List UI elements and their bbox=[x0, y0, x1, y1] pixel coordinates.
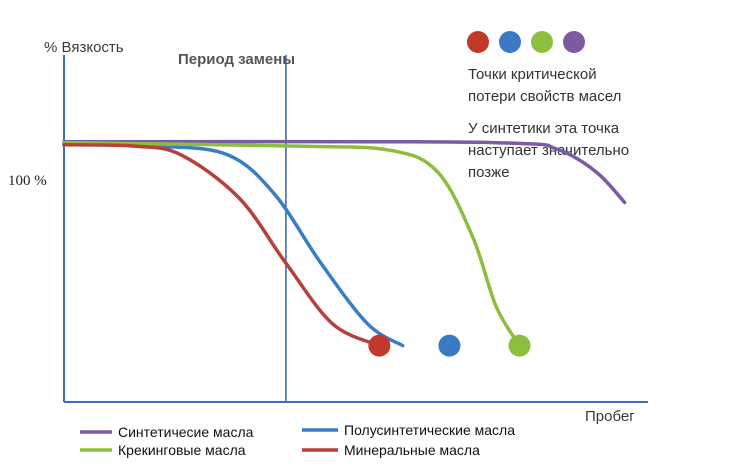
critical-point-0 bbox=[368, 334, 391, 357]
header-dot-1 bbox=[499, 31, 521, 53]
note-line-1: Точки критической bbox=[468, 66, 597, 83]
legend-label-mineral: Минеральные масла bbox=[344, 442, 480, 458]
critical-point-1 bbox=[438, 334, 461, 357]
series-line-semisynthetic bbox=[62, 142, 405, 348]
critical-points-layer bbox=[368, 334, 531, 357]
period-label: Период замены bbox=[178, 51, 295, 68]
series-line-synthetic bbox=[62, 139, 627, 205]
note-line-5: позже bbox=[468, 164, 510, 181]
legend-label-semisynthetic: Полусинтетические масла bbox=[344, 422, 515, 438]
series-layer bbox=[62, 139, 627, 348]
note-line-3: У синтетики эта точка bbox=[468, 120, 620, 137]
note-line-2: потери свойств масел bbox=[468, 88, 621, 105]
critical-point-2 bbox=[508, 334, 531, 357]
note-line-4: наступает значительно bbox=[468, 142, 629, 159]
header-dot-2 bbox=[531, 31, 553, 53]
x-axis-title: Пробег bbox=[585, 408, 635, 425]
series-line-cracking bbox=[62, 140, 522, 348]
legend-label-synthetic: Синтетичесие масла bbox=[118, 424, 254, 440]
legend-label-cracking: Крекинговые масла bbox=[118, 442, 246, 458]
critical-point-dots bbox=[467, 31, 585, 53]
legend: Синтетичесие масла Полусинтетические мас… bbox=[80, 422, 515, 458]
header-dot-0 bbox=[467, 31, 489, 53]
y-tick-label: 100 % bbox=[8, 173, 47, 189]
series-line-mineral bbox=[62, 143, 382, 348]
header-dot-3 bbox=[563, 31, 585, 53]
y-axis-title: % Вязкость bbox=[44, 39, 124, 56]
